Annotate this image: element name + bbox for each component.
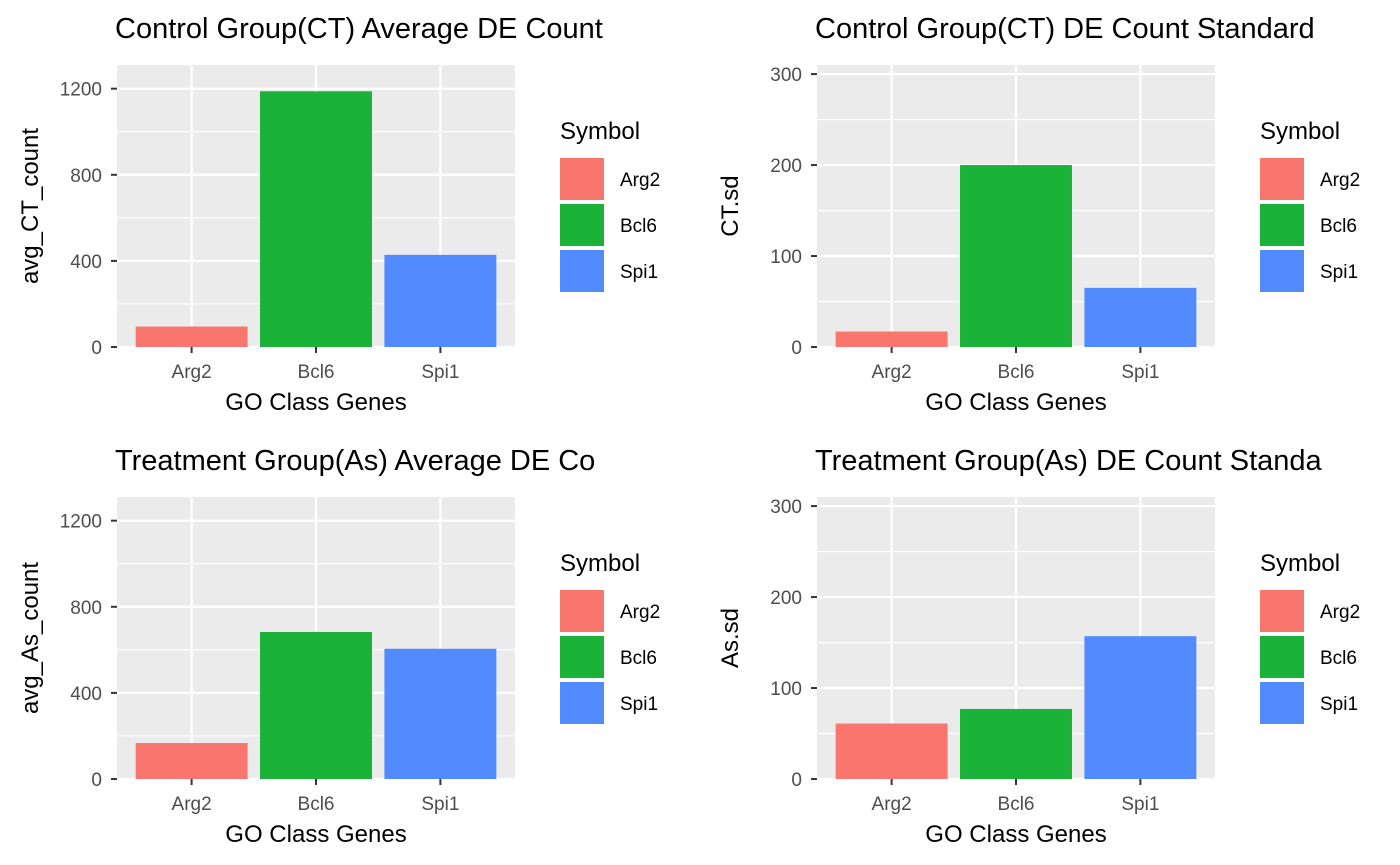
bar-arg2	[135, 743, 248, 779]
bar-bcl6	[960, 708, 1072, 779]
y-tick-label: 800	[70, 598, 102, 619]
y-tick-label: 1200	[60, 80, 102, 101]
chart-svg: 0 400 800 1200 Arg2 Bcl6 Spi1 Treatment Group(A…	[17, 445, 660, 848]
bar-spi1	[1084, 636, 1197, 779]
y-tick-label: 100	[770, 679, 802, 700]
legend-key-arg2	[1260, 158, 1304, 200]
y-tick-label: 200	[770, 156, 802, 177]
legend-title: Symbol	[560, 550, 640, 577]
legend-label: Arg2	[1320, 602, 1360, 623]
legend-label: Spi1	[620, 694, 658, 715]
legend: Symbol Arg2 Bcl6 Spi1	[1260, 118, 1360, 292]
chart-panel-as-sd: 0 100 200 300 Arg2 Bcl6 Spi1 Treatment Group(As…	[700, 432, 1400, 864]
bar-bcl6	[960, 165, 1072, 347]
y-axis-title: avg_As_count	[17, 562, 44, 714]
y-tick-label: 100	[770, 247, 802, 268]
legend-key-bcl6	[560, 636, 604, 678]
x-tick-label: Arg2	[872, 794, 912, 815]
legend-title: Symbol	[1260, 550, 1340, 577]
legend-label: Bcl6	[1320, 216, 1357, 237]
bar-arg2	[835, 331, 948, 347]
y-tick-label: 0	[91, 770, 102, 791]
legend: Symbol Arg2 Bcl6 Spi1	[560, 118, 660, 292]
legend-label: Arg2	[620, 602, 660, 623]
x-tick-label: Spi1	[421, 362, 459, 383]
x-tick-label: Spi1	[1121, 794, 1159, 815]
chart-svg: 0 100 200 300 Arg2 Bcl6 Spi1 Control Group(CT) …	[717, 13, 1360, 416]
legend-key-arg2	[1260, 590, 1304, 632]
legend-key-bcl6	[560, 204, 604, 246]
legend-key-arg2	[560, 590, 604, 632]
chart-title: Control Group(CT) DE Count Standard	[815, 13, 1315, 45]
y-axis-title: avg_CT_count	[17, 128, 44, 284]
y-tick-label: 300	[770, 497, 802, 518]
bar-bcl6	[260, 91, 372, 347]
legend-label: Bcl6	[620, 216, 657, 237]
legend-label: Arg2	[1320, 170, 1360, 191]
legend-key-bcl6	[1260, 204, 1304, 246]
legend-label: Arg2	[620, 170, 660, 191]
x-tick-label: Bcl6	[998, 794, 1035, 815]
legend-key-spi1	[560, 250, 604, 292]
legend: Symbol Arg2 Bcl6 Spi1	[560, 550, 660, 724]
chart-svg: 0 100 200 300 Arg2 Bcl6 Spi1 Treatment Group(As…	[717, 445, 1360, 848]
legend-label: Spi1	[620, 262, 658, 283]
bar-spi1	[384, 254, 497, 347]
legend-label: Bcl6	[1320, 648, 1357, 669]
x-tick-label: Bcl6	[298, 794, 335, 815]
legend-title: Symbol	[560, 118, 640, 145]
bar-bcl6	[260, 631, 372, 779]
x-axis-title: GO Class Genes	[225, 389, 406, 416]
y-tick-label: 0	[791, 770, 802, 791]
x-tick-label: Arg2	[172, 794, 212, 815]
y-axis-title: CT.sd	[717, 175, 744, 236]
y-tick-label: 800	[70, 166, 102, 187]
legend-key-bcl6	[1260, 636, 1304, 678]
y-tick-label: 400	[70, 684, 102, 705]
legend-key-spi1	[560, 682, 604, 724]
legend-title: Symbol	[1260, 118, 1340, 145]
chart-title: Treatment Group(As) Average DE Co	[115, 445, 595, 477]
x-tick-label: Bcl6	[298, 362, 335, 383]
chart-panel-ct-sd: 0 100 200 300 Arg2 Bcl6 Spi1 Control Group(CT) …	[700, 0, 1400, 432]
chart-title: Treatment Group(As) DE Count Standa	[815, 445, 1323, 477]
chart-panel-ct-average: 0 400 800 1200 Arg2 Bcl6 Spi1 Control Group(CT)…	[0, 0, 700, 432]
y-axis-title: As.sd	[717, 608, 744, 668]
x-axis-title: GO Class Genes	[925, 821, 1106, 848]
y-tick-label: 0	[91, 338, 102, 359]
bar-arg2	[135, 326, 248, 347]
chart-panel-as-average: 0 400 800 1200 Arg2 Bcl6 Spi1 Treatment Group(A…	[0, 432, 700, 864]
legend-label: Bcl6	[620, 648, 657, 669]
legend: Symbol Arg2 Bcl6 Spi1	[1260, 550, 1360, 724]
legend-key-arg2	[560, 158, 604, 200]
legend-label: Spi1	[1320, 262, 1358, 283]
bar-spi1	[384, 648, 497, 779]
x-tick-label: Spi1	[1121, 362, 1159, 383]
legend-label: Spi1	[1320, 694, 1358, 715]
y-tick-label: 300	[770, 65, 802, 86]
x-tick-label: Spi1	[421, 794, 459, 815]
bar-spi1	[1084, 287, 1197, 347]
x-axis-title: GO Class Genes	[925, 389, 1106, 416]
chart-title: Control Group(CT) Average DE Count	[115, 13, 603, 45]
chart-svg: 0 400 800 1200 Arg2 Bcl6 Spi1 Control Group(CT)…	[17, 13, 660, 416]
y-tick-label: 400	[70, 252, 102, 273]
y-tick-label: 200	[770, 588, 802, 609]
x-tick-label: Bcl6	[998, 362, 1035, 383]
legend-key-spi1	[1260, 682, 1304, 724]
x-axis-title: GO Class Genes	[225, 821, 406, 848]
bar-arg2	[835, 723, 948, 779]
x-tick-label: Arg2	[172, 362, 212, 383]
x-tick-label: Arg2	[872, 362, 912, 383]
legend-key-spi1	[1260, 250, 1304, 292]
y-tick-label: 0	[791, 338, 802, 359]
y-tick-label: 1200	[60, 512, 102, 533]
